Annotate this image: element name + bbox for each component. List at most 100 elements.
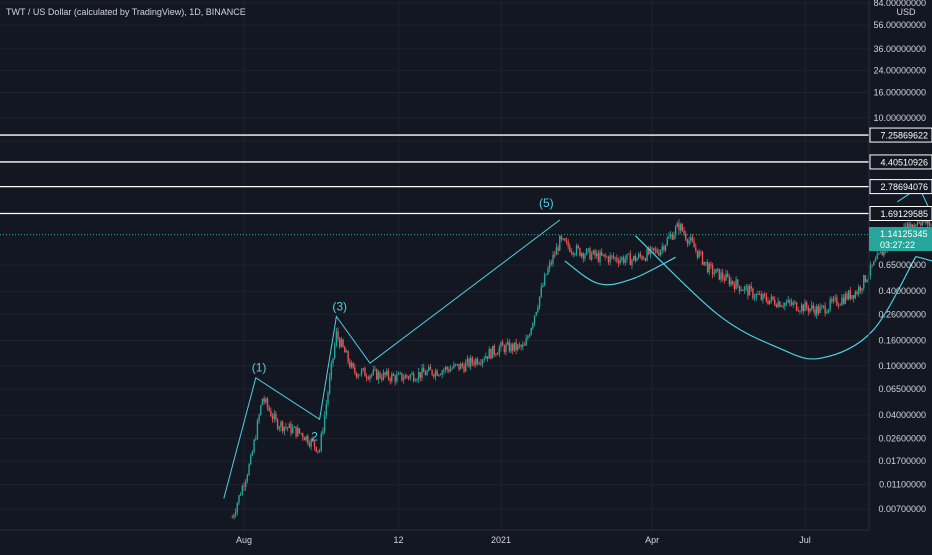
candle-body — [564, 239, 565, 241]
candle-body — [284, 427, 285, 431]
candle-body — [351, 363, 352, 367]
candle-body — [536, 312, 537, 316]
candle-body — [285, 427, 286, 428]
candle-body — [450, 369, 451, 372]
price-tick-label: 0.10000000 — [878, 361, 926, 371]
candle-body — [745, 286, 746, 287]
candle-body — [342, 340, 343, 347]
candle-body — [730, 281, 731, 285]
candle-body — [625, 259, 626, 262]
price-tick-label: 16.00000000 — [873, 87, 926, 97]
candle-body — [603, 255, 604, 256]
candle-body — [678, 223, 679, 230]
wave-label: (5) — [539, 196, 554, 210]
candle-body — [917, 222, 918, 225]
candle-body — [608, 257, 609, 262]
candle-body — [841, 298, 842, 305]
candle-body — [846, 294, 847, 299]
candle-body — [369, 376, 370, 380]
candle-body — [258, 415, 259, 421]
candle-body — [804, 302, 805, 311]
candle-body — [754, 297, 755, 298]
candle-body — [268, 407, 269, 411]
candle-body — [287, 427, 288, 428]
candle-body — [695, 247, 696, 250]
price-tick-label: 0.01700000 — [878, 456, 926, 466]
candle-body — [500, 342, 501, 347]
candle-body — [416, 379, 417, 380]
candle-body — [561, 236, 562, 239]
candle-body — [855, 292, 856, 299]
candle-body — [399, 373, 400, 374]
candle-body — [742, 290, 743, 291]
candle-body — [912, 224, 913, 227]
candle-body — [356, 373, 357, 377]
candle-body — [532, 323, 533, 328]
candle-body — [431, 370, 432, 375]
candle-body — [263, 399, 264, 402]
candle-body — [809, 308, 810, 311]
candle-body — [737, 279, 738, 285]
candle-body — [289, 424, 290, 428]
candle-body — [374, 369, 375, 370]
candle-body — [354, 368, 355, 373]
price-tick-label: 0.06500000 — [878, 384, 926, 394]
candle-body — [583, 253, 584, 258]
candle-body — [321, 433, 322, 450]
wave-label: 2 — [311, 429, 318, 443]
candle-body — [363, 368, 364, 370]
candle-body — [707, 262, 708, 272]
candle-body — [759, 294, 760, 295]
candle-body — [401, 373, 402, 380]
candle-body — [814, 309, 815, 315]
candle-body — [670, 234, 671, 236]
candle-body — [566, 241, 567, 242]
candle-body — [781, 306, 782, 307]
candle-body — [735, 279, 736, 289]
candle-body — [801, 305, 802, 311]
candle-body — [819, 307, 820, 313]
candle-body — [482, 360, 483, 364]
candle-body — [329, 377, 330, 393]
candle-body — [514, 342, 515, 350]
price-tick-label: 0.26000000 — [878, 309, 926, 319]
candle-body — [485, 356, 486, 359]
candle-body — [512, 344, 513, 350]
candle-body — [840, 304, 841, 305]
candle-body — [544, 275, 545, 286]
wave-label: (3) — [332, 299, 347, 313]
candle-body — [761, 294, 762, 300]
candle-body — [821, 306, 822, 307]
candle-body — [435, 371, 436, 377]
candle-body — [247, 475, 248, 481]
time-tick-label: Aug — [236, 535, 252, 545]
candle-body — [836, 297, 837, 305]
last-price-value: 1.14125345 — [880, 229, 928, 239]
candle-body — [507, 342, 508, 344]
candle-body — [499, 348, 500, 354]
candle-body — [930, 225, 931, 226]
candle-body — [732, 281, 733, 284]
candle-body — [546, 274, 547, 275]
candle-body — [719, 269, 720, 280]
candle-body — [863, 275, 864, 288]
candle-body — [252, 452, 253, 456]
candle-body — [734, 284, 735, 289]
candle-body — [542, 285, 543, 287]
candle-body — [720, 273, 721, 280]
candle-body — [643, 258, 644, 259]
candle-body — [692, 237, 693, 241]
candle-body — [477, 359, 478, 364]
candle-body — [436, 371, 437, 376]
candle-body — [457, 364, 458, 365]
candle-body — [465, 363, 466, 372]
candle-body — [297, 428, 298, 436]
candle-body — [480, 363, 481, 364]
candle-body — [549, 263, 550, 269]
candle-body — [408, 377, 409, 379]
candle-body — [567, 241, 568, 246]
candle-body — [393, 374, 394, 376]
candle-body — [383, 372, 384, 379]
